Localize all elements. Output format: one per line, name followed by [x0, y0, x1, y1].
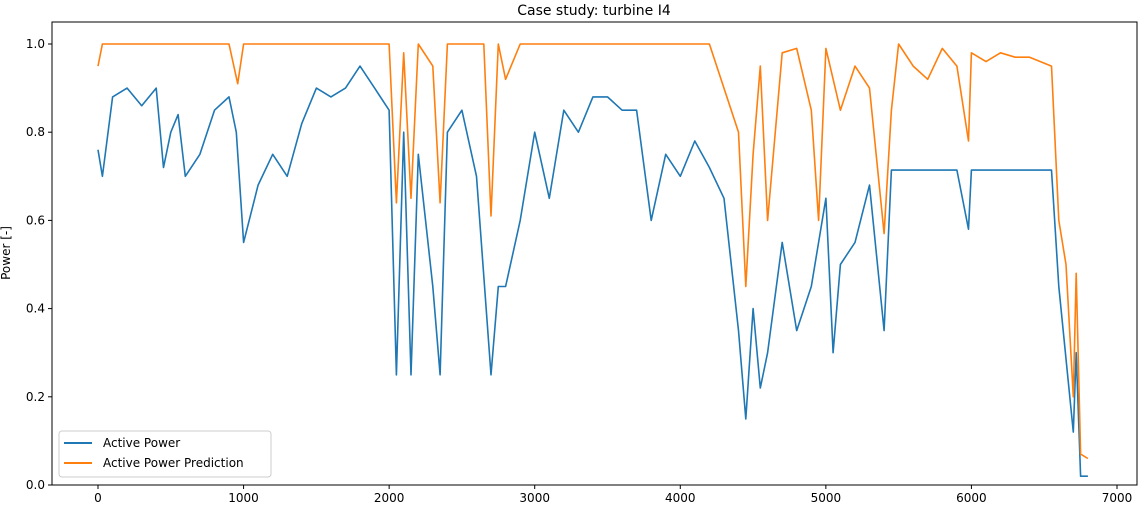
y-tick-label: 1.0 [26, 37, 45, 51]
y-axis-label: Power [-] [0, 226, 13, 280]
legend-label-prediction: Active Power Prediction [103, 456, 244, 470]
series-line-active-power-prediction [97, 43, 1089, 460]
x-tick-label: 5000 [811, 491, 842, 505]
y-tick-label: 0.0 [26, 478, 45, 492]
x-tick-label: 0 [94, 491, 102, 505]
x-tick-label: 4000 [665, 491, 696, 505]
x-tick-label: 7000 [1102, 491, 1133, 505]
plot-frame [51, 21, 1138, 486]
y-tick-label: 0.8 [26, 125, 45, 139]
legend-label-active-power: Active Power [103, 436, 180, 450]
legend: Active Power Active Power Prediction [58, 430, 272, 478]
x-tick-label: 3000 [519, 491, 550, 505]
y-tick-label: 0.6 [26, 213, 45, 227]
y-tick-label: 0.2 [26, 390, 45, 404]
x-tick-label: 6000 [956, 491, 987, 505]
series-line-active-power [97, 65, 1088, 478]
x-tick-label: 1000 [228, 491, 259, 505]
x-tick-label: 2000 [374, 491, 405, 505]
y-tick-label: 0.4 [26, 302, 45, 316]
chart-title: Case study: turbine I4 [517, 3, 671, 19]
